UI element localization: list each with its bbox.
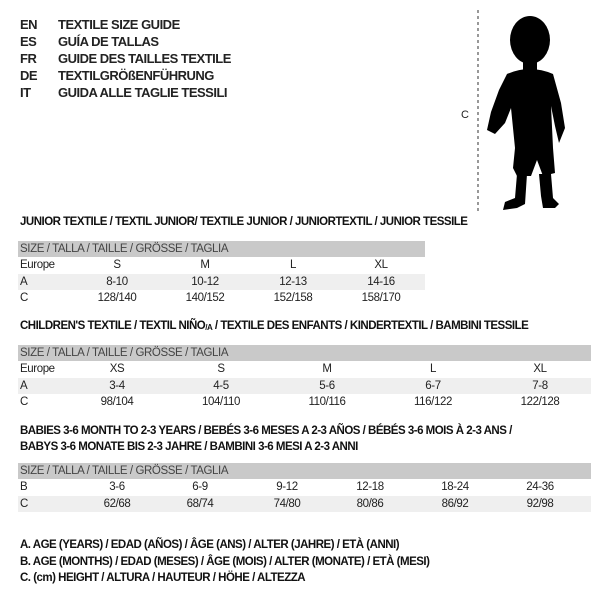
table-row: Europe XS S M L XL [20,363,547,375]
table-row: A 3-4 4-5 5-6 6-7 7-8 [18,377,591,394]
table-row: C 62/68 68/74 74/80 80/86 86/92 92/98 [18,495,591,512]
table-header: SIZE / TALLA / TAILLE / GRÖSSE / TAGLIA [18,241,425,257]
title-de: DE TEXTILGRÖßENFÜHRUNG [20,68,214,83]
babies-size-table: SIZE / TALLA / TAILLE / GRÖSSE / TAGLIA … [18,463,591,512]
table-row: B 3-6 6-9 9-12 12-18 18-24 24-36 [20,481,554,493]
table-header: SIZE / TALLA / TAILLE / GRÖSSE / TAGLIA [18,463,591,479]
table-row: Europe S M L XL [20,259,388,271]
table-header: SIZE / TALLA / TAILLE / GRÖSSE / TAGLIA [18,345,591,361]
note-b: B. AGE (MONTHS) / EDAD (MESES) / ÂGE (MO… [20,555,430,568]
children-size-table: SIZE / TALLA / TAILLE / GRÖSSE / TAGLIA … [18,345,591,411]
babies-section-title: BABIES 3-6 MONTH TO 2-3 YEARS / BEBÉS 3-… [20,425,512,453]
note-a: A. AGE (YEARS) / EDAD (AÑOS) / ÂGE (ANS)… [20,539,400,551]
title-fr: FR GUIDE DES TAILLES TEXTILE [20,51,231,66]
title-it: IT GUIDA ALLE TAGLIE TESSILI [20,85,228,100]
junior-section-title: JUNIOR TEXTILE / TEXTIL JUNIOR/ TEXTILE … [20,216,468,228]
children-section-title: CHILDREN'S TEXTILE / TEXTIL NIÑO/A / TEX… [20,320,529,332]
table-row: C 128/140 140/152 152/158 158/170 [20,292,401,304]
legend-notes: A. AGE (YEARS) / EDAD (AÑOS) / ÂGE (ANS)… [20,537,430,587]
table-row: A 8-10 10-12 12-13 14-16 [18,273,425,290]
height-figure: C [455,8,595,213]
note-c: C. (cm) HEIGHT / ALTURA / HAUTEUR / HÖHE… [20,572,306,584]
guide-titles: EN TEXTILE SIZE GUIDE ES GUÍA DE TALLAS FR… [20,16,231,101]
title-en: EN TEXTILE SIZE GUIDE [20,17,180,32]
height-label: C [461,109,469,121]
title-es: ES GUÍA DE TALLAS [20,34,159,49]
table-row: C 98/104 104/110 110/116 116/122 122/128 [20,396,560,408]
junior-size-table: SIZE / TALLA / TAILLE / GRÖSSE / TAGLIA … [18,241,425,307]
child-silhouette-icon [477,10,565,211]
